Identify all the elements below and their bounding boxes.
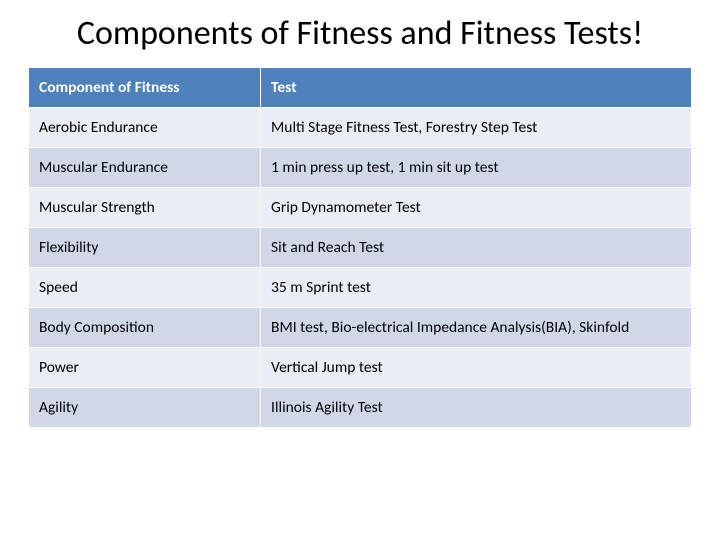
cell-component: Power bbox=[29, 348, 261, 388]
cell-component: Speed bbox=[29, 268, 261, 308]
col-header-component: Component of Fitness bbox=[29, 68, 261, 108]
cell-test: 1 min press up test, 1 min sit up test bbox=[261, 148, 692, 188]
table-row: Muscular Strength Grip Dynamometer Test bbox=[29, 188, 692, 228]
cell-component: Muscular Strength bbox=[29, 188, 261, 228]
cell-component: Aerobic Endurance bbox=[29, 108, 261, 148]
cell-test: BMI test, Bio-electrical Impedance Analy… bbox=[261, 308, 692, 348]
table-row: Flexibility Sit and Reach Test bbox=[29, 228, 692, 268]
cell-component: Body Composition bbox=[29, 308, 261, 348]
cell-test: Illinois Agility Test bbox=[261, 388, 692, 428]
cell-test: 35 m Sprint test bbox=[261, 268, 692, 308]
slide-title: Components of Fitness and Fitness Tests! bbox=[28, 14, 692, 53]
fitness-table: Component of Fitness Test Aerobic Endura… bbox=[28, 67, 692, 428]
table-row: Body Composition BMI test, Bio-electrica… bbox=[29, 308, 692, 348]
cell-test: Multi Stage Fitness Test, Forestry Step … bbox=[261, 108, 692, 148]
cell-test: Sit and Reach Test bbox=[261, 228, 692, 268]
cell-test: Vertical Jump test bbox=[261, 348, 692, 388]
table-row: Aerobic Endurance Multi Stage Fitness Te… bbox=[29, 108, 692, 148]
cell-test: Grip Dynamometer Test bbox=[261, 188, 692, 228]
cell-component: Flexibility bbox=[29, 228, 261, 268]
table-row: Power Vertical Jump test bbox=[29, 348, 692, 388]
table-row: Muscular Endurance 1 min press up test, … bbox=[29, 148, 692, 188]
col-header-test: Test bbox=[261, 68, 692, 108]
table-header-row: Component of Fitness Test bbox=[29, 68, 692, 108]
table-row: Agility Illinois Agility Test bbox=[29, 388, 692, 428]
slide: Components of Fitness and Fitness Tests!… bbox=[0, 0, 720, 540]
cell-component: Muscular Endurance bbox=[29, 148, 261, 188]
table-row: Speed 35 m Sprint test bbox=[29, 268, 692, 308]
cell-component: Agility bbox=[29, 388, 261, 428]
